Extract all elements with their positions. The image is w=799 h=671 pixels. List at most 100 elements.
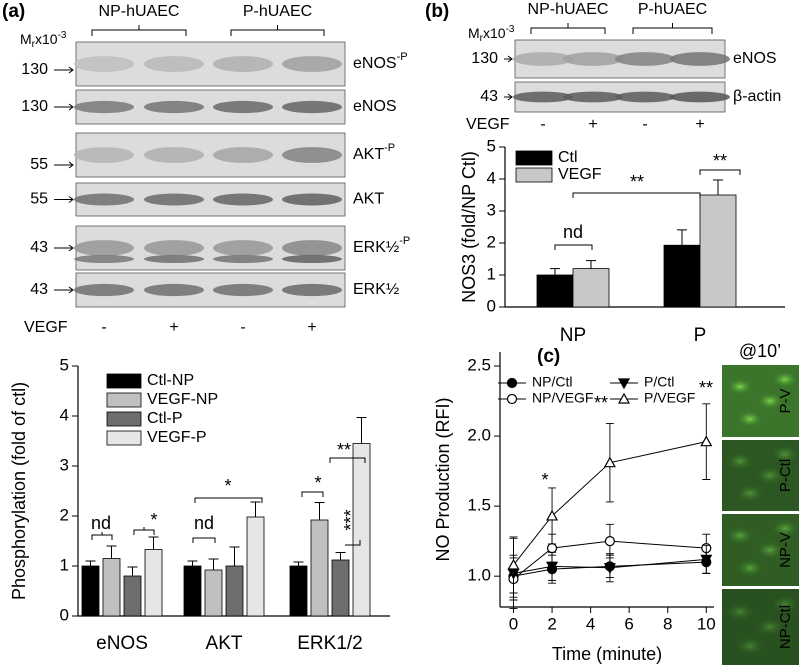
point (603, 563, 616, 575)
x-tick-label: eNOS (96, 633, 148, 654)
band-sup: -P (384, 142, 395, 154)
band-name: ERK½ (353, 281, 399, 298)
band-name: eNOS (733, 50, 777, 67)
x-tick-label: ERK1/2 (297, 633, 362, 654)
lane-label: + (307, 319, 316, 336)
micrograph-label: P-V (777, 388, 794, 413)
bar (289, 565, 308, 617)
band-name: AKT (353, 146, 384, 163)
series-line (513, 561, 707, 577)
legend-label: VEGF-P (147, 429, 207, 446)
treatment-label: VEGF (466, 116, 510, 133)
point (700, 435, 713, 447)
panel-label: (a) (2, 1, 25, 22)
mw-label: 43 (480, 88, 498, 105)
band-label: eNOS (733, 50, 777, 67)
blot-band (563, 52, 623, 66)
mw-arrow (54, 66, 74, 74)
blot-band (74, 240, 134, 256)
y-tick-label: 3 (60, 455, 69, 474)
mr-part: r (32, 39, 36, 50)
mr-label: Mrx10-3 (20, 30, 67, 50)
y-tick-label: 3 (487, 200, 496, 219)
mr-part: x10 (35, 31, 58, 47)
blot-band (213, 283, 273, 297)
blot-band (282, 255, 342, 263)
cell (771, 370, 799, 389)
significance-bracket (554, 244, 593, 250)
point (700, 554, 713, 566)
bar (663, 244, 701, 308)
bar (204, 569, 223, 617)
cell (736, 410, 764, 428)
blot-band (563, 91, 623, 103)
blot-band (670, 52, 730, 66)
mr-label: Mrx10-3 (468, 24, 515, 44)
cell (726, 602, 754, 621)
mw-arrow (54, 286, 74, 294)
blot-band (144, 147, 204, 163)
mw-arrow (54, 196, 74, 203)
blot-band (74, 147, 134, 163)
bar (699, 194, 737, 308)
y-axis-label: Phosphorylation (fold of ctl) (9, 382, 29, 600)
legend-swatch (106, 411, 142, 427)
legend-marker (617, 378, 631, 390)
blot-band (213, 255, 273, 263)
mw-label: 55 (30, 156, 48, 173)
panel-label: (c) (537, 346, 560, 367)
significance-bracket (572, 192, 701, 198)
blot-band (282, 193, 342, 206)
annotation: * (224, 476, 231, 496)
point (603, 456, 616, 468)
x-tick-label: 2 (547, 614, 556, 633)
annotation: ** (713, 151, 727, 171)
panel-label: (b) (425, 1, 449, 22)
blot-band (513, 91, 573, 103)
y-tick-label: 2.0 (467, 426, 491, 445)
bar (183, 565, 202, 617)
mw-label: 130 (21, 98, 48, 115)
cell (771, 445, 799, 464)
blot-band (670, 91, 730, 103)
y-tick-label: 1.5 (467, 496, 491, 515)
group-bracket (530, 23, 606, 34)
annotation: ** (337, 440, 351, 460)
annotation: ** (594, 393, 608, 413)
legend-swatch (106, 392, 142, 408)
y-tick-label: 0 (487, 296, 496, 315)
y-tick-label: 2 (60, 505, 69, 524)
blot-band (144, 56, 204, 72)
y-tick-label: 1 (60, 555, 69, 574)
annotation: nd (194, 513, 214, 533)
x-tick-label: P (694, 325, 707, 346)
group-label: NP-hUAEC (99, 3, 180, 20)
legend-marker (617, 392, 631, 404)
mw-label: 43 (30, 281, 48, 298)
cell (726, 452, 754, 471)
legend-swatch (106, 373, 142, 389)
blot-band (213, 100, 273, 114)
legend-swatch (515, 167, 553, 183)
micrograph-label: NP-Ctl (777, 605, 794, 649)
cell (736, 559, 764, 577)
lane-label: - (101, 319, 106, 336)
legend-label: Ctl-NP (147, 372, 194, 389)
y-tick-label: 4 (487, 168, 496, 187)
blot-band (213, 193, 273, 206)
legend-swatch (106, 430, 142, 446)
legend-swatch (515, 150, 553, 166)
mr-part: -3 (506, 24, 515, 35)
mr-part: -3 (58, 30, 67, 41)
legend-label: VEGF (558, 166, 602, 183)
annotation: * (541, 470, 548, 490)
mw-label: 130 (471, 50, 498, 67)
blot-band (144, 100, 204, 114)
blot-band (282, 147, 342, 163)
band-label: AKT-P (353, 142, 395, 163)
cell (771, 595, 799, 614)
significance-bracket (699, 169, 741, 175)
bar (102, 558, 121, 617)
legend-marker (506, 377, 518, 389)
blot-band (144, 240, 204, 256)
